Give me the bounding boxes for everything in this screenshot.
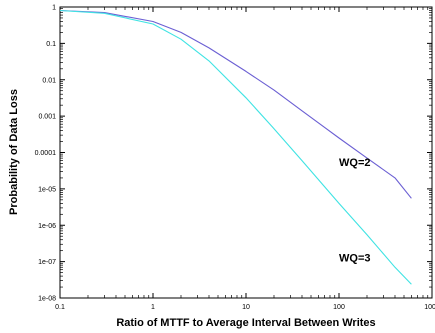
y-tick-label: 0.0001 (35, 150, 57, 157)
y-tick-label: 0.001 (38, 114, 56, 121)
y-tick-label: 1e-07 (38, 259, 56, 266)
axis-ticks: 0.1 1 10 100 1000 1 0.1 0.01 0.001 0.0001 1e-05 1e-… (35, 5, 435, 312)
x-tick-label: 1 (151, 304, 155, 311)
y-tick-label: 0.1 (46, 41, 56, 48)
x-axis-label: Ratio of MTTF to Average Interval Betwee… (116, 317, 375, 329)
y-tick-label: 1e-06 (38, 223, 56, 230)
x-tick-label: 1000 (424, 304, 435, 311)
x-tick-label: 10 (242, 304, 250, 311)
x-tick-label: 100 (333, 304, 345, 311)
x-tick-label: 0.1 (55, 304, 65, 311)
series-label-1: WQ=3 (339, 253, 370, 265)
y-axis-label: Probability of Data Loss (8, 89, 20, 215)
series-group (59, 9, 412, 285)
y-tick-label: 0.01 (42, 77, 56, 84)
series-line-1 (59, 9, 412, 285)
plot-frame (59, 6, 433, 299)
y-tick-label: 1e-05 (38, 186, 56, 193)
series-line-0 (59, 9, 412, 199)
y-tick-label: 1e-08 (38, 296, 56, 303)
label-group: WQ=2 WQ=3 (339, 157, 370, 264)
series-label-0: WQ=2 (339, 157, 370, 169)
y-tick-label: 1 (52, 5, 56, 12)
